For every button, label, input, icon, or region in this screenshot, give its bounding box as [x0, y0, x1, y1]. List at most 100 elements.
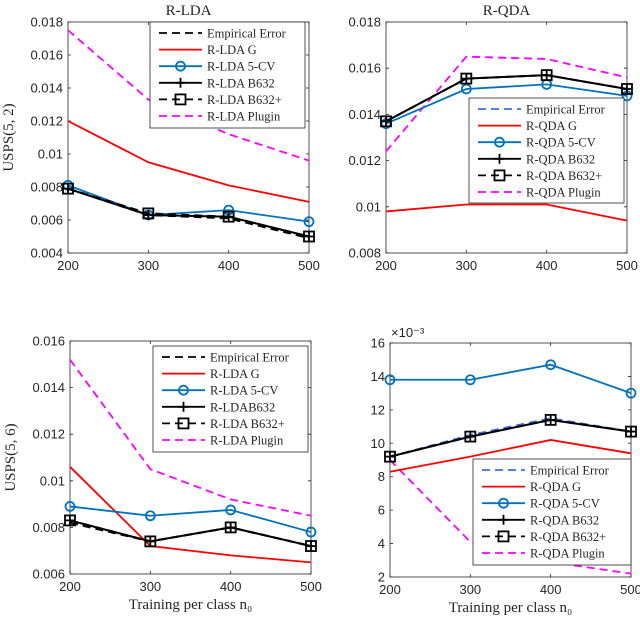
legend: Empirical Error R-LDA G R-LDA 5-CV R-LDA B6… [149, 21, 306, 129]
y-tick-label: 0.004 [30, 246, 63, 261]
y-tick-label: 0.014 [348, 107, 381, 122]
data-point-circle [305, 526, 317, 538]
series-r-qda-b632- [380, 69, 633, 128]
x-tick-label: 300 [459, 582, 481, 597]
series-r-qda-g [389, 439, 632, 473]
x-tick-label: 400 [218, 258, 240, 273]
legend-entry: R-QDA B632+ [482, 530, 606, 544]
legend-entry: Empirical Error [162, 351, 290, 365]
y-multiplier: ×10⁻³ [391, 325, 425, 340]
series-line [389, 418, 632, 458]
legend-label: R-LDA 5-CV [210, 384, 278, 398]
y-tick-label: 6 [378, 503, 385, 518]
y-tick-label: 0.016 [30, 48, 63, 63]
legend-label: Empirical Error [207, 27, 287, 41]
series-line [385, 74, 628, 123]
legend-entry: R-LDA 5-CV [159, 60, 275, 74]
legend-label: R-QDA Plugin [530, 547, 605, 561]
y-tick-label: 0.01 [38, 147, 63, 162]
series-line [390, 363, 632, 394]
legend-label: Empirical Error [530, 464, 610, 478]
x-axis-label: Training per class n₀ [129, 597, 252, 613]
series-r-lda-g [69, 466, 312, 564]
legend-entry: R-QDA 5-CV [482, 497, 600, 511]
series-r-qda-g [385, 203, 628, 222]
data-point-circle [303, 216, 315, 228]
data-point-square [380, 115, 392, 128]
legend-entry: Empirical Error [159, 27, 287, 41]
y-tick-label: 2 [378, 570, 385, 585]
x-tick-label: 200 [379, 582, 401, 597]
y-tick-label: 8 [378, 469, 385, 484]
legend-entry: R-LDA G [159, 43, 257, 57]
legend-entry: R-LDA Plugin [159, 110, 281, 124]
legend-marker-circle [175, 60, 186, 72]
y-tick-label: 0.018 [30, 15, 63, 30]
legend-marker-plus [178, 401, 189, 412]
legend-label: Empirical Error [526, 103, 606, 117]
x-tick-label: 400 [536, 258, 558, 273]
legend-entry: R-LDA Plugin [162, 434, 284, 448]
y-tick-label: 0.006 [30, 213, 63, 228]
chart-title: R-LDA [166, 3, 212, 19]
x-tick-label: 300 [455, 258, 477, 273]
legend-marker-circle [178, 384, 189, 396]
series-r-qda-5-cv [384, 359, 637, 399]
legend-label: R-LDA B632+ [207, 93, 282, 107]
y-tick-label: 0.014 [32, 380, 65, 395]
data-point-square [62, 182, 74, 195]
y-tick-label: 10 [371, 436, 385, 451]
legend-label: R-QDA Plugin [526, 186, 601, 200]
x-tick-label: 200 [57, 258, 79, 273]
legend: Empirical Error R-QDA G R-QDA 5-CV R-QDA B6… [472, 458, 632, 566]
data-point-square [384, 450, 396, 463]
legend-box [472, 458, 632, 566]
legend-label: R-LDA Plugin [210, 434, 284, 448]
legend-label: Empirical Error [210, 351, 290, 365]
series-line [69, 505, 312, 533]
legend-entry: R-QDA G [482, 480, 581, 494]
series-line [385, 203, 628, 222]
data-point-square [460, 72, 473, 85]
legend-marker-square [497, 530, 510, 543]
series-line [67, 187, 310, 238]
data-point-square [625, 425, 637, 438]
legend-label: R-QDA G [530, 480, 581, 494]
subplot-3: 0.006 0.008 0.01 0.012 0.014 0.016 200 300 400 50… [3, 334, 322, 614]
y-tick-label: 0.01 [40, 473, 65, 488]
x-tick-label: 500 [298, 258, 320, 273]
data-point-circle [625, 387, 637, 399]
data-point-circle [464, 374, 476, 386]
y-tick-label: 0.012 [32, 427, 65, 442]
legend-label: R-QDA B632 [530, 513, 599, 527]
chart-title: R-QDA [483, 3, 531, 19]
legend-label: R-LDA Plugin [207, 110, 281, 124]
y-tick-label: 14 [371, 369, 385, 384]
data-point-square [142, 207, 155, 220]
data-point-square [222, 210, 235, 223]
x-tick-label: 400 [540, 582, 562, 597]
y-tick-label: 0.012 [348, 153, 381, 168]
legend-label: R-QDA G [526, 119, 577, 133]
series-r-lda-g [67, 120, 310, 203]
data-point-circle [64, 501, 76, 512]
legend-label: R-QDA B632+ [530, 530, 606, 544]
legend-box [152, 345, 309, 453]
legend-label: R-QDA 5-CV [526, 136, 596, 150]
y-tick-label: 0.008 [32, 520, 65, 535]
legend-marker-plus [498, 514, 509, 525]
y-tick-label: 0.018 [348, 15, 381, 30]
data-point-square [464, 430, 477, 443]
y-tick-label: 4 [378, 536, 385, 551]
y-tick-label: 0.006 [32, 567, 65, 582]
series-r-lda-5-cv [64, 501, 317, 538]
legend-label: R-QDA B632 [526, 152, 595, 166]
legend-entry: R-QDA Plugin [478, 186, 601, 200]
data-point-circle [144, 510, 156, 522]
series-line [67, 120, 310, 203]
legend-box [149, 21, 306, 129]
legend-marker-square [174, 93, 187, 106]
series-line [69, 519, 312, 548]
legend-marker-square [493, 169, 506, 182]
